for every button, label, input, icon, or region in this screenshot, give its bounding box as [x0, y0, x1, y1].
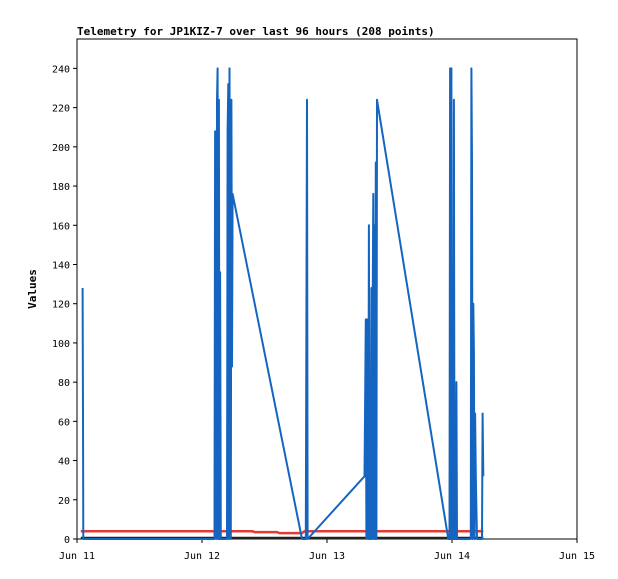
y-tick-label: 20 [58, 496, 70, 507]
y-axis-label: Values [26, 269, 39, 309]
x-tick-label: Jun 15 [559, 551, 595, 562]
chart-title: Telemetry for JP1KIZ-7 over last 96 hour… [77, 25, 435, 38]
y-tick-label: 40 [58, 457, 70, 468]
series-lines [80, 67, 485, 540]
y-tick-label: 0 [64, 535, 70, 546]
x-tick-label: Jun 14 [434, 551, 470, 562]
y-tick-label: 200 [52, 143, 70, 154]
y-tick-label: 60 [58, 417, 70, 428]
x-tick-label: Jun 11 [59, 551, 95, 562]
series-line-1 [80, 529, 484, 535]
series-line-0 [81, 67, 485, 540]
y-tick-label: 220 [52, 104, 70, 115]
y-tick-label: 180 [52, 182, 70, 193]
y-tick-label: 160 [52, 221, 70, 232]
x-tick-label: Jun 12 [184, 551, 220, 562]
y-axis: 0 20 40 60 80 100 120 140 160 180 200 220 240 [52, 64, 77, 546]
y-tick-label: 240 [52, 64, 70, 75]
y-tick-label: 120 [52, 300, 70, 311]
y-tick-label: 100 [52, 339, 70, 350]
y-tick-label: 140 [52, 260, 70, 271]
x-tick-label: Jun 13 [309, 551, 345, 562]
y-tick-label: 80 [58, 378, 70, 389]
x-axis: Jun 11 Jun 12 Jun 13 Jun 14 Jun 15 [59, 539, 595, 562]
plot-frame [76, 38, 578, 540]
